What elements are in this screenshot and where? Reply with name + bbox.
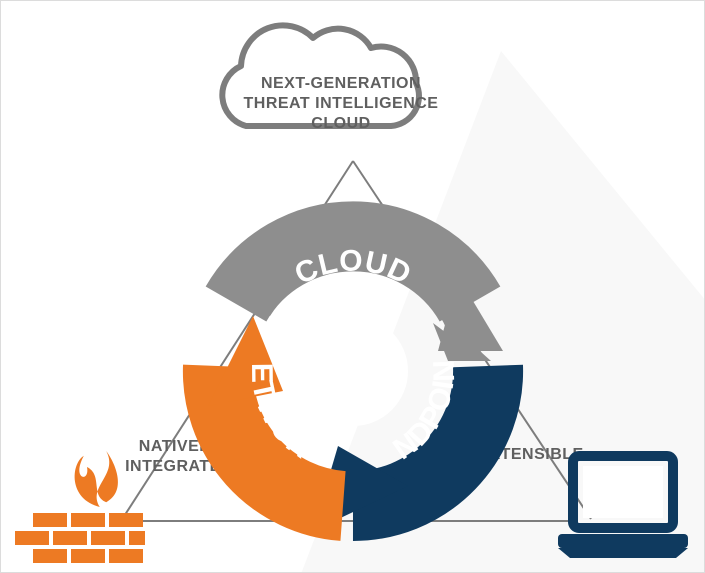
- cloud-text-2: THREAT INTELLIGENCE: [244, 95, 439, 112]
- cloud-text-3: CLOUD: [311, 115, 370, 132]
- cloud-text-1: NEXT-GENERATION: [261, 75, 421, 92]
- cycle-ring: CLOUD ENDPOINT NETWORK: [208, 236, 503, 531]
- laptop-icon: [558, 456, 688, 558]
- infographic-frame: NEXT-GENERATION THREAT INTELLIGENCE CLOU…: [0, 0, 705, 573]
- ring-center: [298, 316, 408, 426]
- diagram-svg: NEXT-GENERATION THREAT INTELLIGENCE CLOU…: [1, 1, 705, 573]
